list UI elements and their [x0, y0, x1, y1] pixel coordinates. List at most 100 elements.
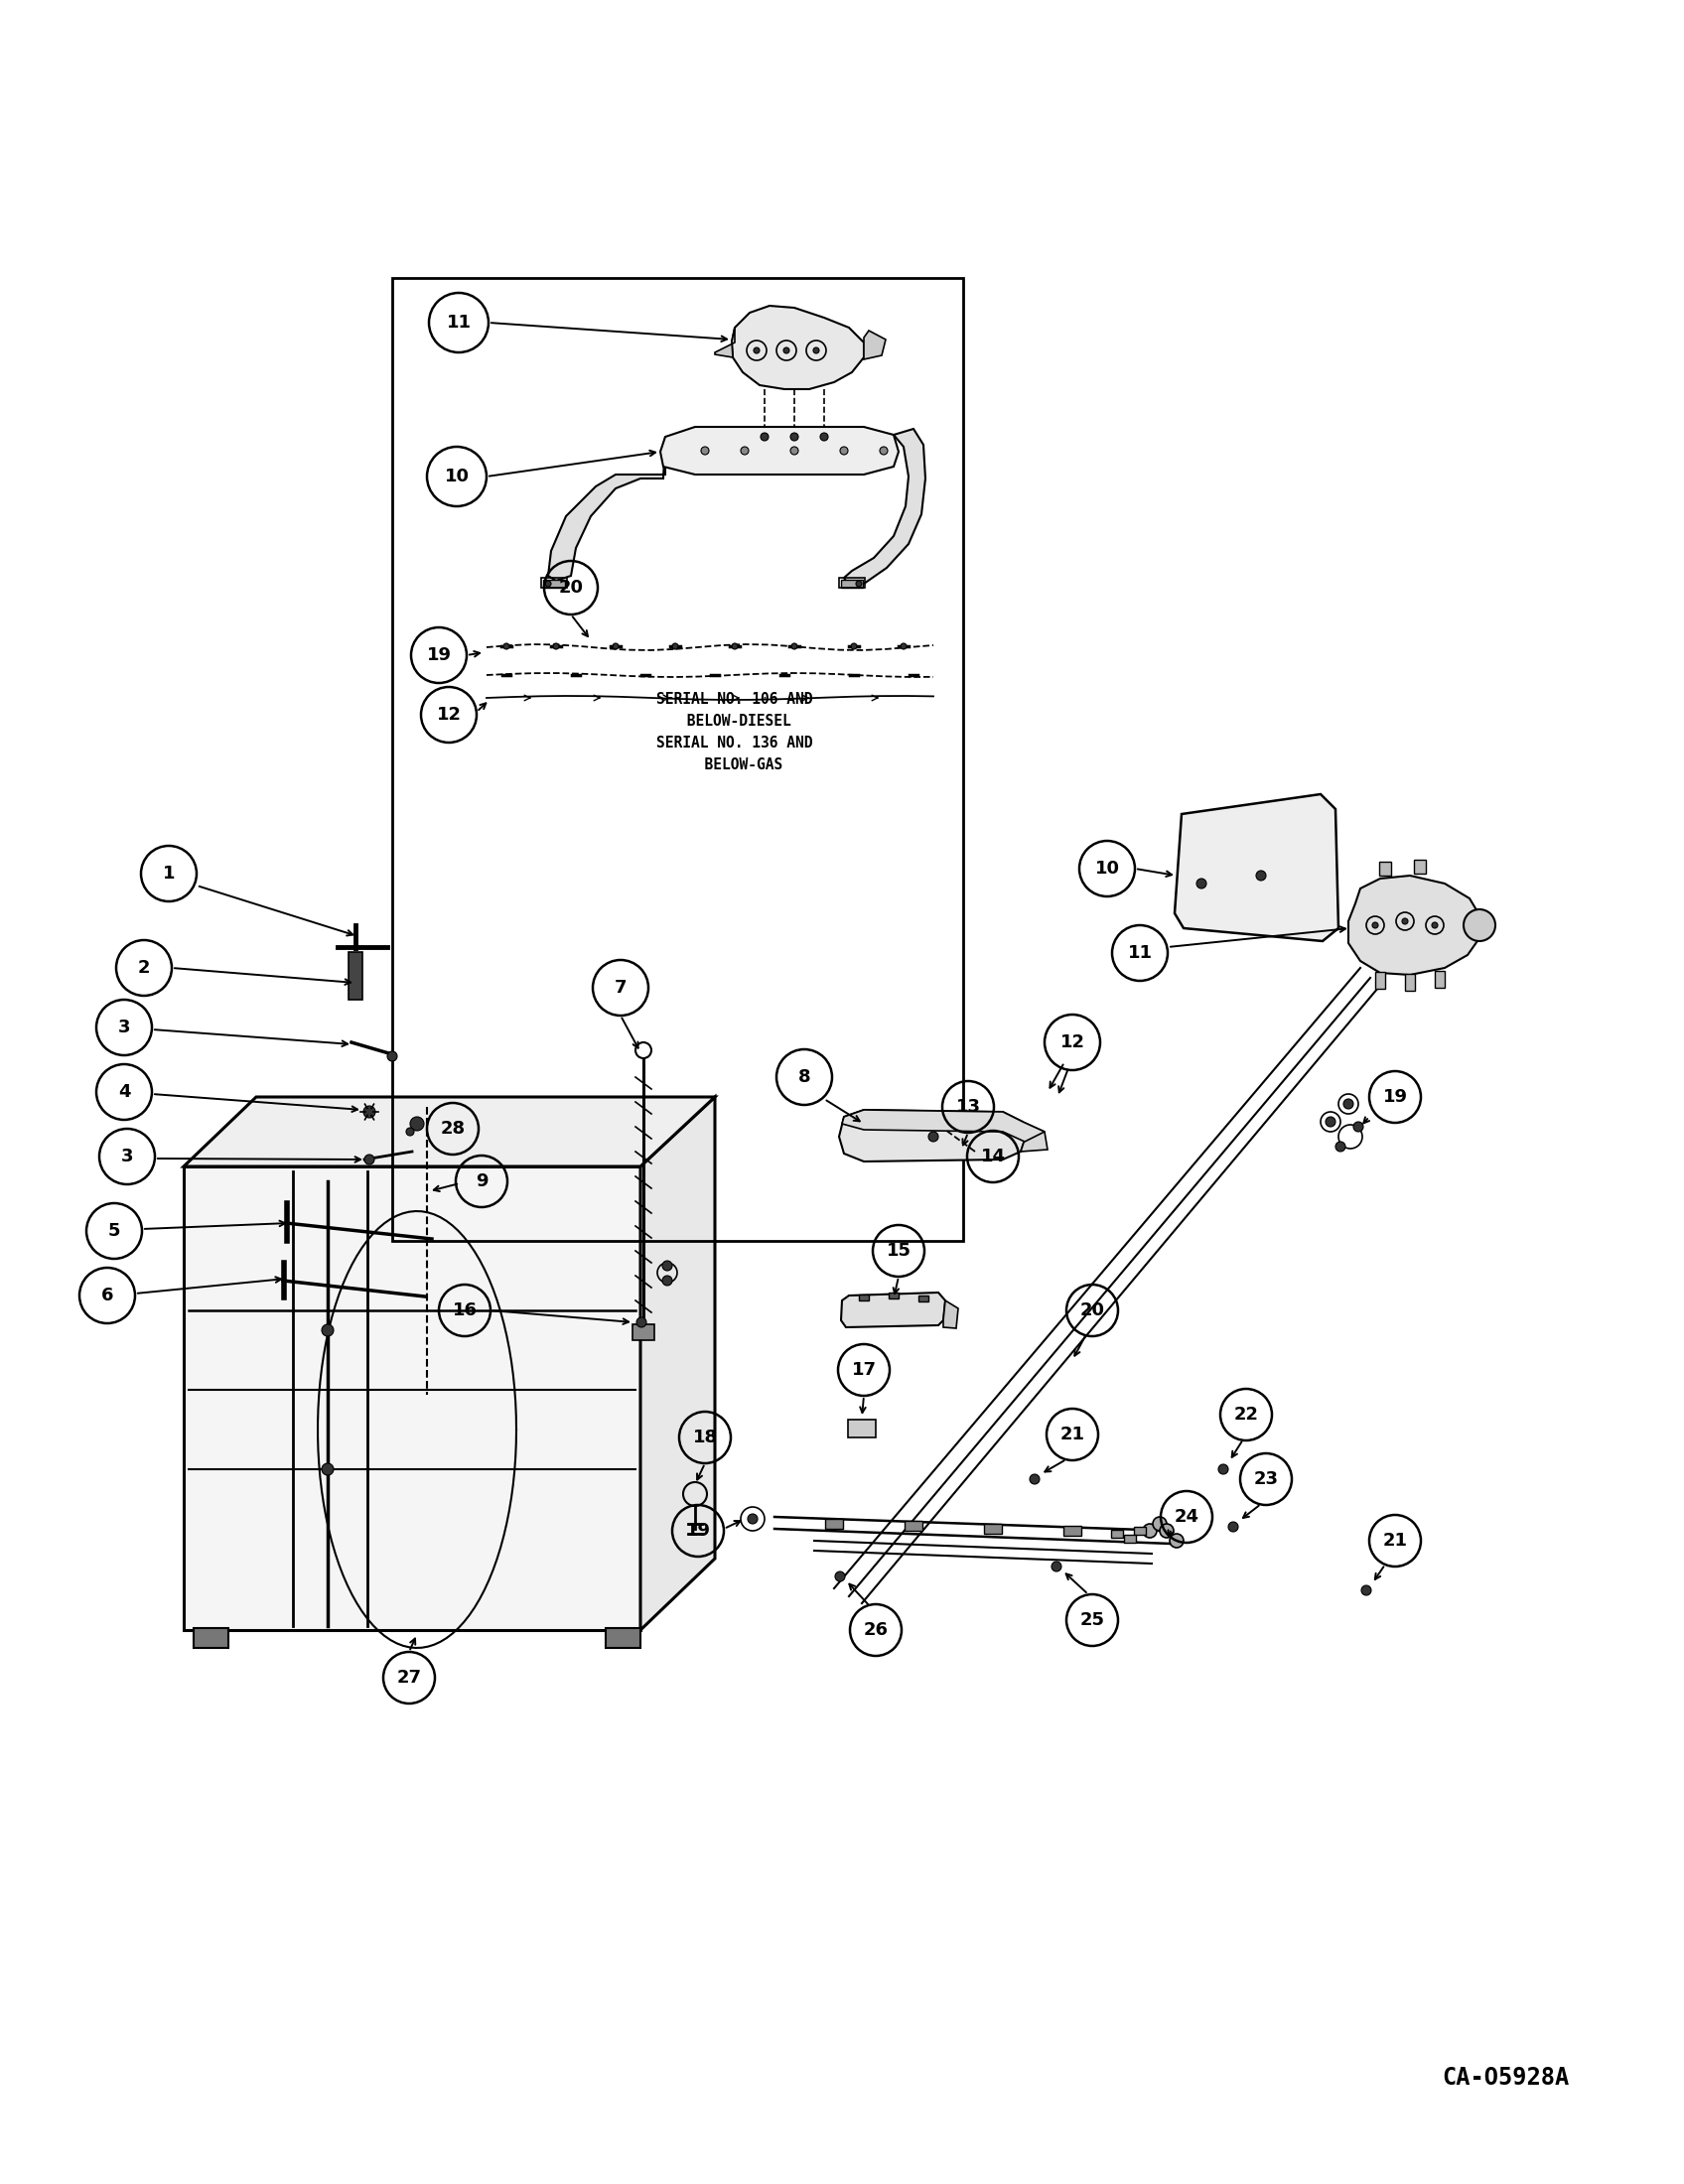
Circle shape	[546, 581, 551, 587]
Circle shape	[1463, 909, 1495, 941]
Text: 8: 8	[798, 1068, 810, 1085]
Polygon shape	[1175, 795, 1339, 941]
Circle shape	[840, 448, 849, 454]
Circle shape	[879, 448, 887, 454]
Circle shape	[1160, 1524, 1174, 1538]
Circle shape	[1256, 871, 1266, 880]
Text: CA-O5928A: CA-O5928A	[1442, 2066, 1569, 2090]
Polygon shape	[547, 437, 665, 581]
Text: SERIAL NO. 136 AND: SERIAL NO. 136 AND	[657, 736, 813, 751]
Polygon shape	[660, 426, 899, 474]
Text: 21: 21	[1059, 1426, 1084, 1444]
Circle shape	[928, 1131, 938, 1142]
Polygon shape	[640, 1096, 716, 1629]
Text: 20: 20	[559, 579, 583, 596]
Text: 6: 6	[101, 1286, 113, 1304]
Circle shape	[754, 347, 759, 354]
Bar	[904, 1520, 923, 1531]
Text: 24: 24	[1174, 1507, 1199, 1527]
Text: 9: 9	[475, 1173, 488, 1190]
Bar	[633, 1324, 655, 1341]
Circle shape	[1431, 922, 1438, 928]
Polygon shape	[864, 330, 886, 360]
Text: 21: 21	[1383, 1531, 1408, 1551]
Text: 7: 7	[615, 978, 626, 996]
Circle shape	[901, 644, 906, 649]
Text: 19: 19	[1383, 1088, 1408, 1105]
Circle shape	[1344, 1099, 1354, 1109]
Bar	[918, 1295, 928, 1302]
Bar	[1404, 974, 1415, 992]
Circle shape	[761, 432, 768, 441]
Text: 3: 3	[121, 1147, 133, 1166]
Circle shape	[790, 448, 798, 454]
Polygon shape	[943, 1299, 958, 1328]
Text: SERIAL NO. 106 AND: SERIAL NO. 106 AND	[657, 692, 813, 708]
Polygon shape	[844, 428, 926, 585]
Circle shape	[1335, 1142, 1346, 1151]
Bar	[544, 579, 564, 587]
Polygon shape	[1349, 876, 1482, 974]
Bar	[349, 952, 362, 1000]
Bar	[1133, 1527, 1145, 1535]
Text: 10: 10	[1095, 860, 1120, 878]
Text: 28: 28	[440, 1120, 465, 1138]
Circle shape	[791, 644, 797, 649]
Polygon shape	[840, 1293, 945, 1328]
Text: 1: 1	[163, 865, 175, 882]
Text: 2: 2	[138, 959, 150, 976]
Circle shape	[1372, 922, 1378, 928]
Text: 15: 15	[886, 1243, 911, 1260]
Bar	[194, 1627, 229, 1649]
Polygon shape	[184, 1166, 640, 1629]
Circle shape	[1029, 1474, 1039, 1485]
Circle shape	[1143, 1524, 1157, 1538]
Circle shape	[1361, 1586, 1371, 1594]
Circle shape	[552, 644, 559, 649]
Circle shape	[387, 1051, 397, 1061]
Circle shape	[1218, 1463, 1228, 1474]
Text: 10: 10	[445, 467, 470, 485]
Text: 16: 16	[453, 1302, 477, 1319]
Text: 12: 12	[436, 705, 461, 723]
Bar	[1123, 1535, 1137, 1542]
Bar	[1063, 1527, 1081, 1535]
Circle shape	[701, 448, 709, 454]
Bar	[392, 277, 963, 1241]
Bar	[1376, 972, 1386, 989]
Circle shape	[850, 644, 857, 649]
Circle shape	[1170, 1533, 1184, 1548]
Polygon shape	[839, 1109, 1024, 1162]
Text: 11: 11	[446, 314, 472, 332]
Circle shape	[1228, 1522, 1238, 1531]
Bar	[825, 1518, 844, 1529]
Circle shape	[855, 581, 862, 587]
Bar	[849, 1420, 876, 1437]
Text: 17: 17	[852, 1361, 876, 1378]
Bar	[983, 1524, 1002, 1533]
Text: 26: 26	[864, 1621, 887, 1638]
Circle shape	[613, 644, 618, 649]
Text: 4: 4	[118, 1083, 130, 1101]
Circle shape	[813, 347, 818, 354]
Circle shape	[672, 644, 679, 649]
Circle shape	[662, 1275, 672, 1286]
Bar	[606, 1627, 640, 1649]
Bar	[1415, 860, 1426, 874]
Text: 12: 12	[1059, 1033, 1084, 1051]
Text: 20: 20	[1079, 1302, 1105, 1319]
Bar	[889, 1293, 899, 1299]
Circle shape	[1354, 1123, 1364, 1131]
Circle shape	[783, 347, 790, 354]
Bar	[840, 579, 862, 587]
Text: 27: 27	[397, 1669, 421, 1686]
Text: 23: 23	[1253, 1470, 1278, 1487]
Text: 19: 19	[685, 1522, 711, 1540]
Bar	[859, 1295, 869, 1299]
Circle shape	[835, 1572, 845, 1581]
Circle shape	[411, 1116, 424, 1131]
Circle shape	[748, 1514, 758, 1524]
Circle shape	[322, 1324, 333, 1337]
Text: 14: 14	[980, 1147, 1005, 1166]
Circle shape	[322, 1463, 333, 1474]
